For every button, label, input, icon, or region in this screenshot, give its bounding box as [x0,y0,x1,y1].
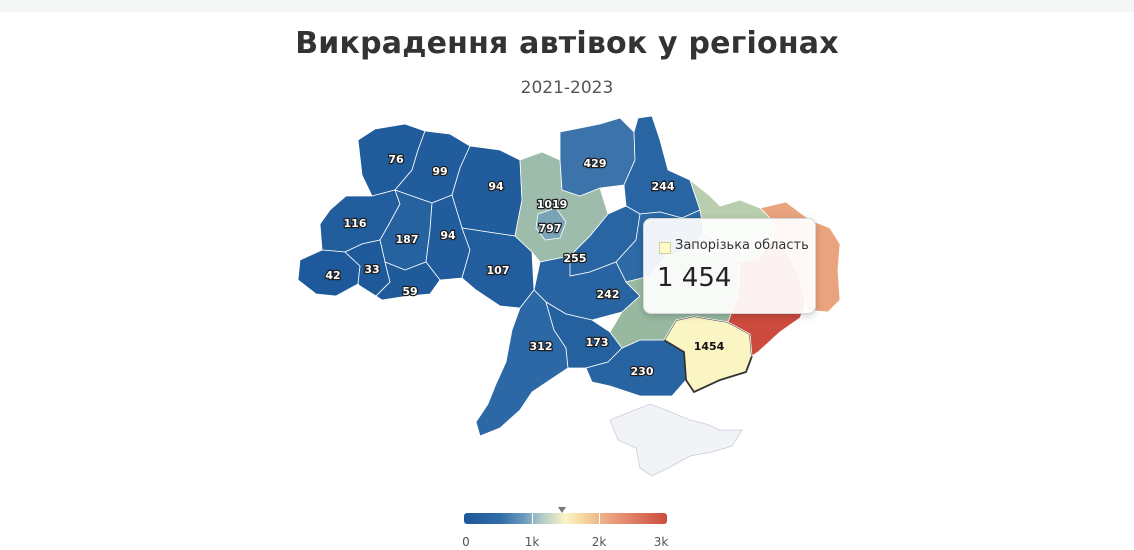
legend-label-1k: 1k [524,535,540,549]
region-value-odesa: 312 [530,340,553,353]
region-value-zakarpattia: 42 [325,269,340,282]
tooltip-color-swatch [659,242,671,254]
region-value-khmelnytskyi: 94 [440,229,456,242]
region-crimea[interactable] [609,403,743,477]
region-value-kherson: 230 [631,365,654,378]
region-value-cherkasy: 255 [564,252,587,265]
region-value-zaporizhzhia: 1454 [694,340,725,353]
top-bar [0,0,1134,12]
region-value-ternopil: 187 [396,233,419,246]
region-value-chernihiv: 429 [584,157,607,170]
legend-tick [532,513,533,524]
region-value-mykolaiv: 173 [586,336,609,349]
legend-value-marker [558,507,567,513]
region-tooltip: Запорізька область 1 454 [643,218,816,314]
legend-label-0: 0 [462,535,470,549]
region-value-kyiv-city: 797 [539,222,562,235]
map-subtitle: 2021-2023 [520,78,614,98]
region-value-sumy: 244 [652,180,675,193]
region-kyiv-city[interactable] [535,207,567,241]
tooltip-value: 1 454 [657,263,732,293]
region-value-lviv: 116 [344,217,367,230]
region-chernivtsi[interactable] [375,261,441,301]
region-value-volyn: 76 [388,153,404,166]
region-value-kyiv-oblast: 1019 [537,198,568,211]
map-title: Викрадення автівок у регіонах [295,26,839,61]
tooltip-region-name: Запорізька область [675,238,809,253]
region-value-kirovohrad: 242 [597,288,620,301]
legend-label-3k: 3k [653,535,669,549]
region-value-chernivtsi: 59 [402,285,417,298]
region-value-zhytomyr: 94 [488,180,504,193]
region-value-rivne: 99 [432,165,447,178]
legend-gradient-bar [464,513,667,524]
region-value-ivano-frankivsk: 33 [364,263,379,276]
legend-tick [599,513,600,524]
region-value-vinnytsia: 107 [487,264,510,277]
legend-label-2k: 2k [591,535,607,549]
ukraine-map[interactable]: 76 99 94 116 187 94 42 33 59 107 1019 797 429 244 255 2… [0,0,1134,500]
color-legend: 0 1k 2k 3k [458,500,674,549]
region-sumy[interactable] [623,115,701,219]
